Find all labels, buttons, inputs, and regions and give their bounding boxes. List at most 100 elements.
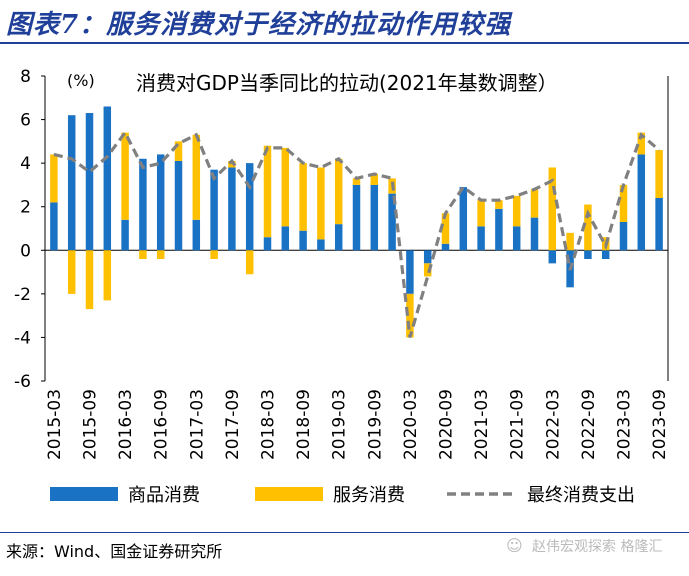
y-tick-label: 2: [20, 198, 31, 218]
services-consumption-bar: [299, 163, 307, 231]
services-consumption-bar: [139, 250, 147, 259]
goods-consumption-bar: [406, 250, 414, 294]
services-consumption-bar: [495, 200, 503, 209]
goods-consumption-bar: [477, 226, 485, 251]
services-consumption-bar: [566, 232, 574, 251]
legend-label-services: 服务消费: [333, 485, 405, 506]
x-tick-label: 2021-03: [472, 389, 492, 460]
services-consumption-bar: [281, 147, 290, 227]
goods-consumption-bar: [103, 106, 112, 251]
consumption-contribution-chart: -6 -4 -2 0 2 4 6 8 2015-03 2015-09 2016-03 2016-09 2…: [14, 67, 670, 506]
goods-consumption-bar: [263, 237, 272, 251]
goods-consumption-bar: [192, 219, 201, 251]
figure-header: 图表7：服务消费对于经济的拉动作用较强: [0, 0, 689, 45]
y-tick-label: 6: [20, 111, 31, 131]
services-consumption-bar: [263, 145, 272, 238]
source-note: 来源：Wind、国金证券研究所: [6, 542, 223, 561]
final-consumption-line: [53, 129, 661, 338]
x-tick-label: 2020-03: [401, 389, 421, 460]
services-consumption-bar: [548, 167, 557, 251]
services-consumption-bar: [156, 250, 165, 259]
x-tick-label: 2021-09: [508, 389, 528, 460]
goods-consumption-bar: [228, 167, 236, 251]
x-tick-label: 2017-09: [223, 389, 243, 460]
legend-label-goods: 商品消费: [128, 485, 200, 506]
services-consumption-bar: [121, 132, 129, 220]
x-tick-label: 2016-03: [116, 389, 136, 460]
chart-legend: 商品消费 服务消费 最终消费支出: [50, 485, 635, 506]
y-tick-label: 8: [20, 67, 31, 87]
goods-consumption-bar: [423, 250, 432, 264]
goods-consumption-bar: [85, 113, 94, 251]
services-consumption-bar: [512, 195, 521, 227]
goods-consumption-bar: [370, 184, 379, 251]
goods-consumption-bar: [67, 115, 76, 251]
services-consumption-bar: [67, 250, 76, 294]
y-tick-label: 4: [20, 154, 31, 174]
services-consumption-bar: [245, 250, 254, 275]
x-tick-label: 2022-09: [579, 389, 599, 460]
services-consumption-bar: [423, 263, 432, 277]
goods-consumption-bar: [121, 219, 129, 251]
goods-consumption-bar: [530, 217, 539, 251]
services-consumption-bar: [352, 178, 361, 185]
wechat-icon: ☺: [506, 536, 523, 555]
goods-consumption-bar: [174, 160, 183, 251]
chart-text: -6 -4 -2 0 2 4 6 8 2015-03 2015-09 2016-03 2016-09 2…: [14, 67, 670, 460]
chart-line: [53, 129, 661, 338]
services-consumption-bar: [174, 141, 183, 161]
goods-consumption-bar: [281, 226, 290, 251]
chart-axes: [41, 75, 669, 382]
y-unit-label: (%): [67, 71, 95, 90]
services-consumption-bar: [317, 167, 325, 240]
figure-title: 图表7：服务消费对于经济的拉动作用较强: [6, 10, 512, 40]
goods-consumption-bar: [139, 158, 147, 251]
goods-consumption-bar: [495, 208, 503, 251]
goods-consumption-bar: [548, 250, 557, 264]
services-consumption-bar: [192, 134, 201, 220]
goods-consumption-bar: [388, 193, 396, 251]
goods-consumption-bar: [601, 250, 610, 259]
x-tick-label: 2020-09: [437, 389, 457, 460]
goods-consumption-bar: [637, 154, 646, 251]
services-consumption-bar: [406, 293, 414, 338]
goods-consumption-bar: [50, 202, 58, 251]
goods-consumption-bar: [210, 169, 218, 251]
services-consumption-bar: [85, 250, 94, 310]
y-tick-label: -6: [14, 372, 31, 392]
x-tick-label: 2018-09: [294, 389, 314, 460]
goods-consumption-bar: [512, 226, 521, 251]
goods-consumption-bar: [245, 163, 254, 251]
goods-consumption-bar: [352, 184, 361, 251]
services-consumption-bar: [228, 160, 236, 168]
goods-consumption-bar: [156, 154, 165, 251]
goods-consumption-bar: [459, 187, 468, 251]
services-consumption-bar: [50, 154, 58, 203]
services-consumption-bar: [441, 213, 450, 244]
legend-label-final: 最终消费支出: [527, 485, 635, 506]
services-consumption-bar: [334, 158, 343, 225]
y-tick-label: 0: [20, 241, 31, 261]
chart-bars: [50, 106, 663, 338]
x-tick-label: 2017-03: [187, 389, 207, 460]
goods-consumption-bar: [619, 221, 628, 251]
chart-title: 消费对GDP当季同比的拉动(2021年基数调整）: [136, 71, 558, 95]
y-tick-label: -4: [14, 328, 31, 348]
goods-consumption-bar: [334, 224, 343, 251]
services-consumption-bar: [477, 200, 485, 227]
x-tick-label: 2022-03: [543, 389, 563, 460]
watermark: 赵伟宏观探索 格隆汇: [532, 539, 663, 555]
goods-consumption-bar: [299, 230, 307, 251]
goods-consumption-bar: [655, 198, 663, 251]
services-consumption-bar: [584, 204, 592, 251]
x-tick-label: 2019-03: [330, 389, 350, 460]
x-tick-label: 2023-09: [650, 389, 670, 460]
x-tick-label: 2015-03: [45, 389, 65, 460]
services-consumption-bar: [530, 189, 539, 218]
x-tick-label: 2019-09: [365, 389, 385, 460]
x-tick-label: 2018-03: [259, 389, 279, 460]
y-tick-label: -2: [14, 285, 31, 305]
services-consumption-bar: [619, 184, 628, 222]
goods-consumption-bar: [317, 239, 325, 251]
services-consumption-bar: [103, 250, 112, 301]
